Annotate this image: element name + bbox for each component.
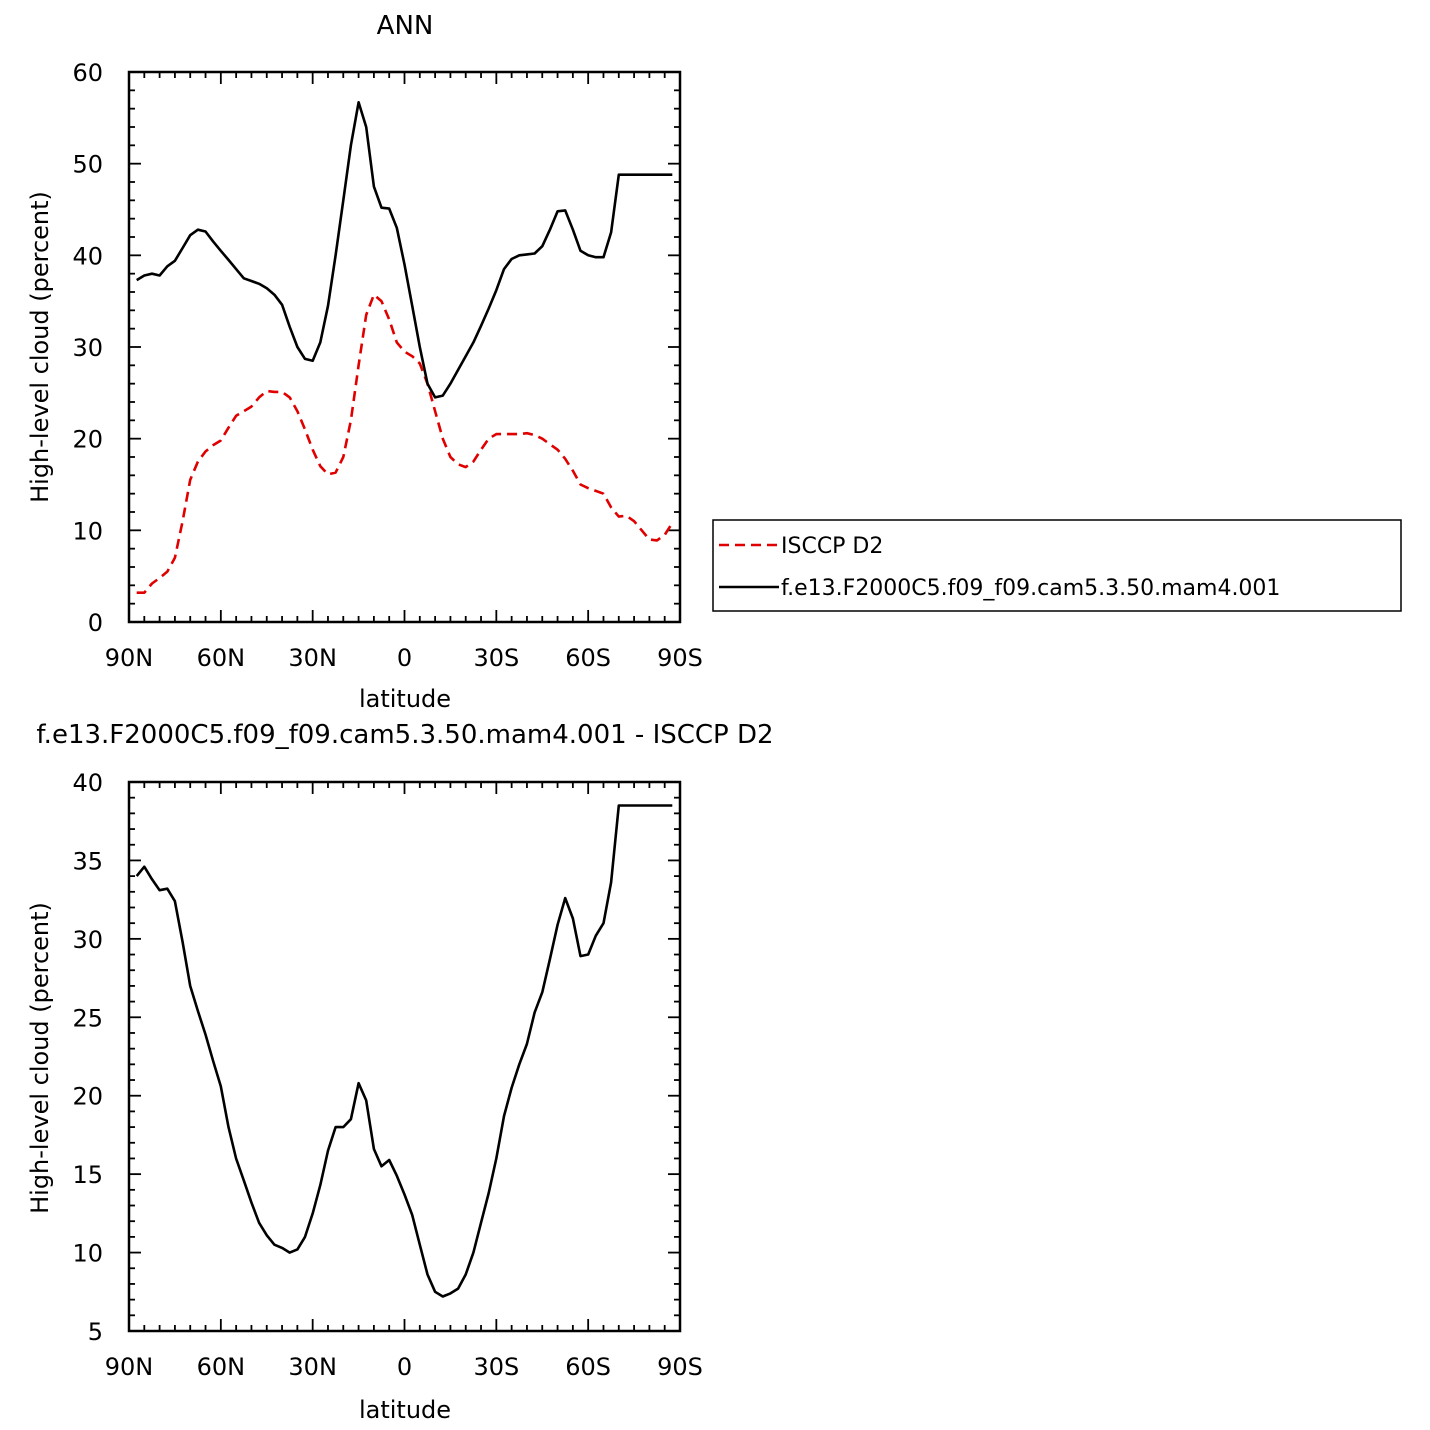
y-tick-label: 30 [72,926,103,954]
bottom-panel: f.e13.F2000C5.f09_f09.cam5.3.50.mam4.001… [26,720,774,1424]
y-axis-label: High-level cloud (percent) [26,902,54,1214]
x-tick-label: 60N [197,644,246,672]
top-panel: ANN 90N 60N 30N 0 30S 60S 90S 0 10 20 30 40 50 60 lat… [26,11,703,713]
y-tick-label: 20 [72,426,103,454]
x-tick-label: 90N [105,644,154,672]
x-axis-label: latitude [359,685,451,713]
x-tick-label: 90S [657,644,703,672]
legend: ISCCP D2 f.e13.F2000C5.f09_f09.cam5.3.50… [712,519,1402,612]
x-tick-label: 30S [473,1353,519,1381]
x-tick-label: 90S [657,1353,703,1381]
y-tick-label: 15 [72,1161,103,1189]
y-axis-label: High-level cloud (percent) [26,191,54,503]
x-tick-label: 60S [565,644,611,672]
series-line-0 [136,293,674,595]
y-tick-label: 35 [72,847,103,875]
y-tick-label: 25 [72,1004,103,1032]
series-line-0 [135,804,673,1298]
y-tick-label: 60 [72,59,103,87]
y-tick-label: 30 [72,334,103,362]
y-tick-label: 40 [72,769,103,797]
plot-frame [127,70,682,624]
legend-label-model: f.e13.F2000C5.f09_f09.cam5.3.50.mam4.001 [781,576,1280,601]
y-tick-label: 10 [72,1240,103,1268]
plot-area: 90N 60N 30N 0 30S 60S 90S 0 10 20 30 40 50 60 [72,59,702,672]
y-tick-label: 0 [88,609,103,637]
y-tick-label: 50 [72,151,103,179]
legend-label-isccp: ISCCP D2 [781,534,883,559]
chart-title: ANN [377,11,434,41]
x-tick-label: 30N [288,644,337,672]
plot-area: 90N 60N 30N 0 30S 60S 90S 5 10 15 20 25 30 35 40 [72,769,702,1381]
y-tick-label: 20 [72,1083,103,1111]
x-tick-label: 0 [397,1353,412,1381]
series-line-1 [136,101,673,399]
x-tick-label: 60N [197,1353,246,1381]
y-tick-label: 40 [72,242,103,270]
x-tick-label: 0 [397,644,412,672]
x-axis-label: latitude [359,1396,451,1424]
x-tick-label: 30N [288,1353,337,1381]
x-tick-label: 60S [565,1353,611,1381]
legend-box [712,519,1402,612]
y-tick-label: 5 [88,1318,103,1346]
y-tick-label: 10 [72,517,103,545]
x-tick-label: 90N [105,1353,154,1381]
x-tick-label: 30S [473,644,519,672]
difference-chart-title: f.e13.F2000C5.f09_f09.cam5.3.50.mam4.001… [36,720,773,750]
